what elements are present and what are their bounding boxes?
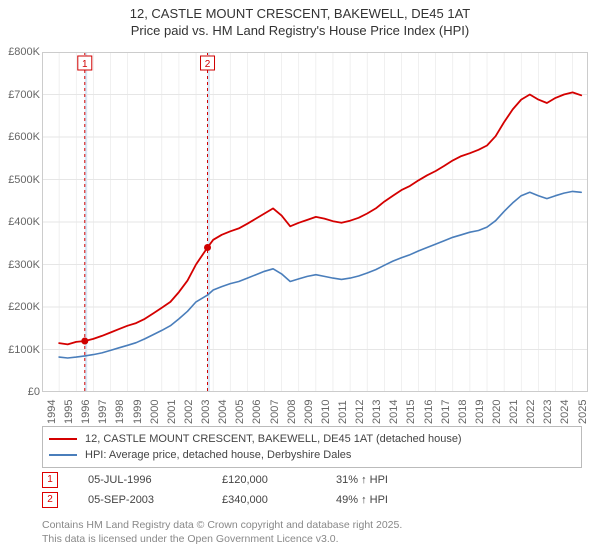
x-axis-tick-label: 1998: [114, 400, 126, 424]
x-axis-tick-label: 2004: [217, 400, 229, 424]
x-axis-tick-label: 1997: [97, 400, 109, 424]
x-axis-tick-label: 2018: [457, 400, 469, 424]
y-axis-tick-label: £300K: [0, 259, 40, 271]
chart-title: 12, CASTLE MOUNT CRESCENT, BAKEWELL, DE4…: [0, 0, 600, 44]
title-line1: 12, CASTLE MOUNT CRESCENT, BAKEWELL, DE4…: [4, 6, 596, 23]
x-axis-tick-label: 2005: [234, 400, 246, 424]
table-row: 1 05-JUL-1996 £120,000 31% ↑ HPI: [42, 470, 582, 490]
x-axis-tick-label: 2007: [269, 400, 281, 424]
x-axis-tick-label: 2014: [388, 400, 400, 424]
x-axis-tick-label: 2012: [354, 400, 366, 424]
x-axis-tick-label: 2025: [577, 400, 589, 424]
legend-swatch: [49, 438, 77, 440]
x-axis-tick-label: 2000: [149, 400, 161, 424]
legend-swatch: [49, 454, 77, 456]
x-axis-tick-label: 2015: [405, 400, 417, 424]
y-axis-tick-label: £200K: [0, 301, 40, 313]
legend-item-hpi: HPI: Average price, detached house, Derb…: [49, 447, 575, 463]
sales-table: 1 05-JUL-1996 £120,000 31% ↑ HPI 2 05-SE…: [42, 470, 582, 510]
sale-marker-1: 1: [42, 472, 58, 488]
x-axis-tick-label: 1996: [80, 400, 92, 424]
legend-label: HPI: Average price, detached house, Derb…: [85, 449, 351, 461]
sale-date: 05-JUL-1996: [88, 474, 198, 486]
x-axis-tick-label: 2017: [440, 400, 452, 424]
x-axis-tick-label: 2020: [491, 400, 503, 424]
y-axis-tick-label: £600K: [0, 131, 40, 143]
x-axis-tick-label: 2022: [525, 400, 537, 424]
x-axis-tick-label: 2021: [508, 400, 520, 424]
x-axis-tick-label: 2008: [286, 400, 298, 424]
y-axis-tick-label: £0: [0, 386, 40, 398]
x-axis-tick-label: 1994: [46, 400, 58, 424]
footer-line1: Contains HM Land Registry data © Crown c…: [42, 518, 582, 532]
x-axis-tick-label: 2019: [474, 400, 486, 424]
title-line2: Price paid vs. HM Land Registry's House …: [4, 23, 596, 40]
legend: 12, CASTLE MOUNT CRESCENT, BAKEWELL, DE4…: [42, 426, 582, 468]
sale-marker-2: 2: [42, 492, 58, 508]
x-axis-tick-label: 2013: [371, 400, 383, 424]
copyright-footer: Contains HM Land Registry data © Crown c…: [42, 518, 582, 546]
x-axis-tick-label: 2001: [166, 400, 178, 424]
y-axis-tick-label: £400K: [0, 216, 40, 228]
y-axis-tick-label: £500K: [0, 174, 40, 186]
sale-price: £120,000: [222, 474, 312, 486]
x-axis-tick-label: 2003: [200, 400, 212, 424]
table-row: 2 05-SEP-2003 £340,000 49% ↑ HPI: [42, 490, 582, 510]
legend-item-property: 12, CASTLE MOUNT CRESCENT, BAKEWELL, DE4…: [49, 431, 575, 447]
x-axis-tick-label: 1995: [63, 400, 75, 424]
x-axis-tick-label: 2023: [542, 400, 554, 424]
x-axis-tick-label: 2011: [337, 400, 349, 424]
sale-date: 05-SEP-2003: [88, 494, 198, 506]
y-axis-tick-label: £100K: [0, 344, 40, 356]
x-axis-tick-label: 2010: [320, 400, 332, 424]
x-axis-tick-label: 1999: [132, 400, 144, 424]
svg-text:1: 1: [82, 59, 88, 70]
y-axis-tick-label: £700K: [0, 89, 40, 101]
svg-text:2: 2: [205, 59, 211, 70]
x-axis-tick-label: 2002: [183, 400, 195, 424]
sale-price: £340,000: [222, 494, 312, 506]
x-axis-tick-label: 2016: [423, 400, 435, 424]
x-axis-tick-label: 2024: [559, 400, 571, 424]
y-axis-tick-label: £800K: [0, 46, 40, 58]
footer-line2: This data is licensed under the Open Gov…: [42, 532, 582, 546]
x-axis-tick-label: 2006: [251, 400, 263, 424]
legend-label: 12, CASTLE MOUNT CRESCENT, BAKEWELL, DE4…: [85, 433, 462, 445]
x-axis-tick-label: 2009: [303, 400, 315, 424]
sale-delta: 31% ↑ HPI: [336, 474, 426, 486]
line-chart: 12: [42, 52, 588, 392]
sale-delta: 49% ↑ HPI: [336, 494, 426, 506]
